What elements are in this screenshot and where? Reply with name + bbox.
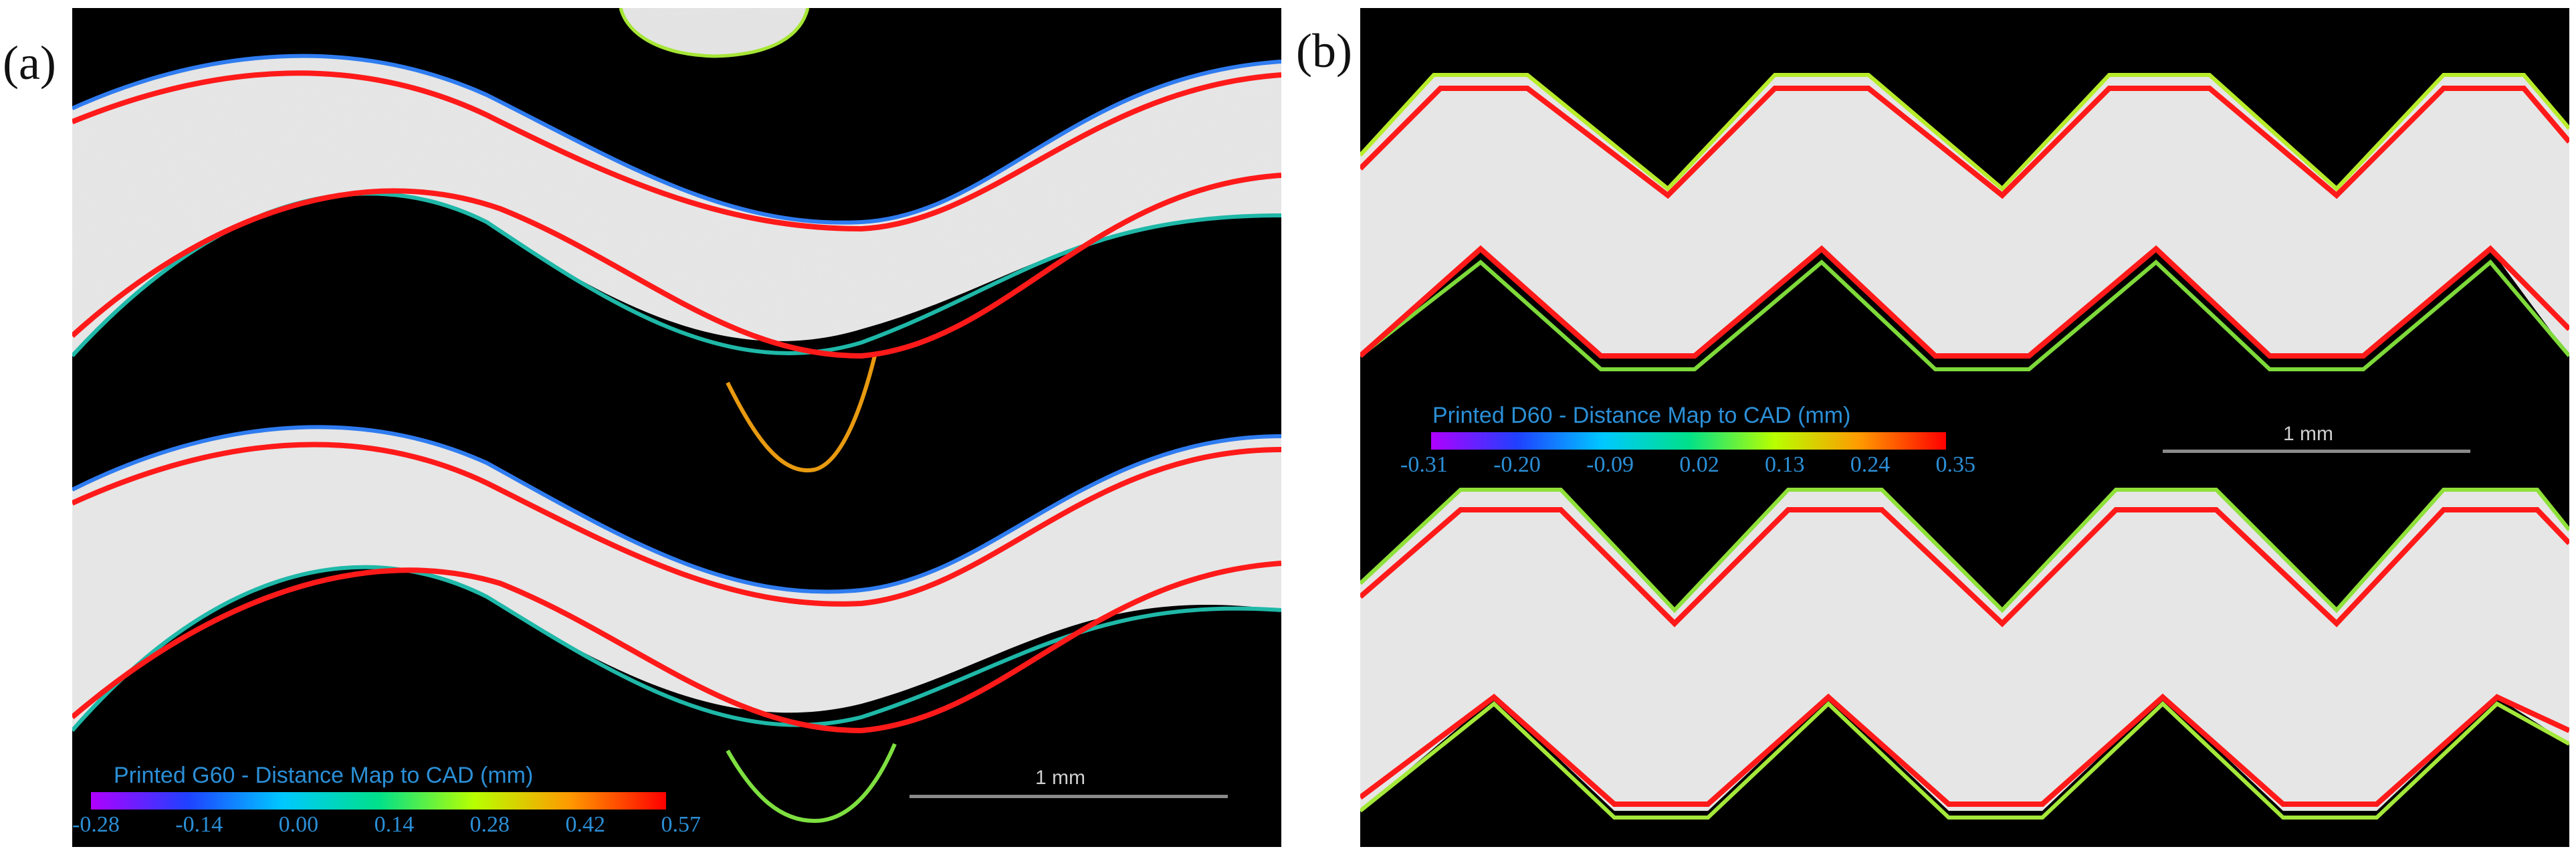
tick: 0.57 [661,812,701,837]
lower-strut [72,427,1281,731]
panel-a-colorbar-ticks: -0.28 -0.14 0.00 0.14 0.28 0.42 0.57 [72,812,701,838]
upper-strut [1360,75,2569,356]
panel-b-scale-bar [2163,450,2470,453]
panel-b-colorbar [1431,432,1946,450]
panel-b-legend-title: Printed D60 - Distance Map to CAD (mm) [1432,403,1851,428]
tick: 0.00 [278,812,319,837]
panel-a-scale-label: 1 mm [1035,767,1085,789]
panel-b-label: (b) [1296,24,1352,78]
lower-strut [1360,490,2569,811]
tick: 0.14 [374,812,415,837]
panel-b-scale-label: 1 mm [2283,423,2333,445]
tick: -0.14 [175,812,223,837]
tick: 0.13 [1764,452,1805,477]
panel-a-micrograph: Printed G60 - Distance Map to CAD (mm) -… [72,8,1281,847]
panel-b-micrograph: Printed D60 - Distance Map to CAD (mm) -… [1360,8,2569,847]
panel-a-scale-bar [909,795,1228,798]
tick: 0.02 [1679,452,1719,477]
tick: 0.24 [1850,452,1891,477]
tick: -0.20 [1493,452,1541,477]
panel-b-colorbar-ticks: -0.31 -0.20 -0.09 0.02 0.13 0.24 0.35 [1400,452,1975,478]
panel-a-colorbar [91,792,666,810]
panel-a-legend-title: Printed G60 - Distance Map to CAD (mm) [114,763,534,788]
tick: -0.31 [1400,452,1448,477]
tick: -0.28 [72,812,120,837]
diamond-struts-image [1360,73,2569,820]
gyroid-struts-image [72,8,1281,847]
tick: 0.28 [469,812,510,837]
tick: 0.35 [1935,452,1975,477]
panel-a-label: (a) [3,36,56,90]
tick: 0.42 [565,812,606,837]
tick: -0.09 [1586,452,1634,477]
